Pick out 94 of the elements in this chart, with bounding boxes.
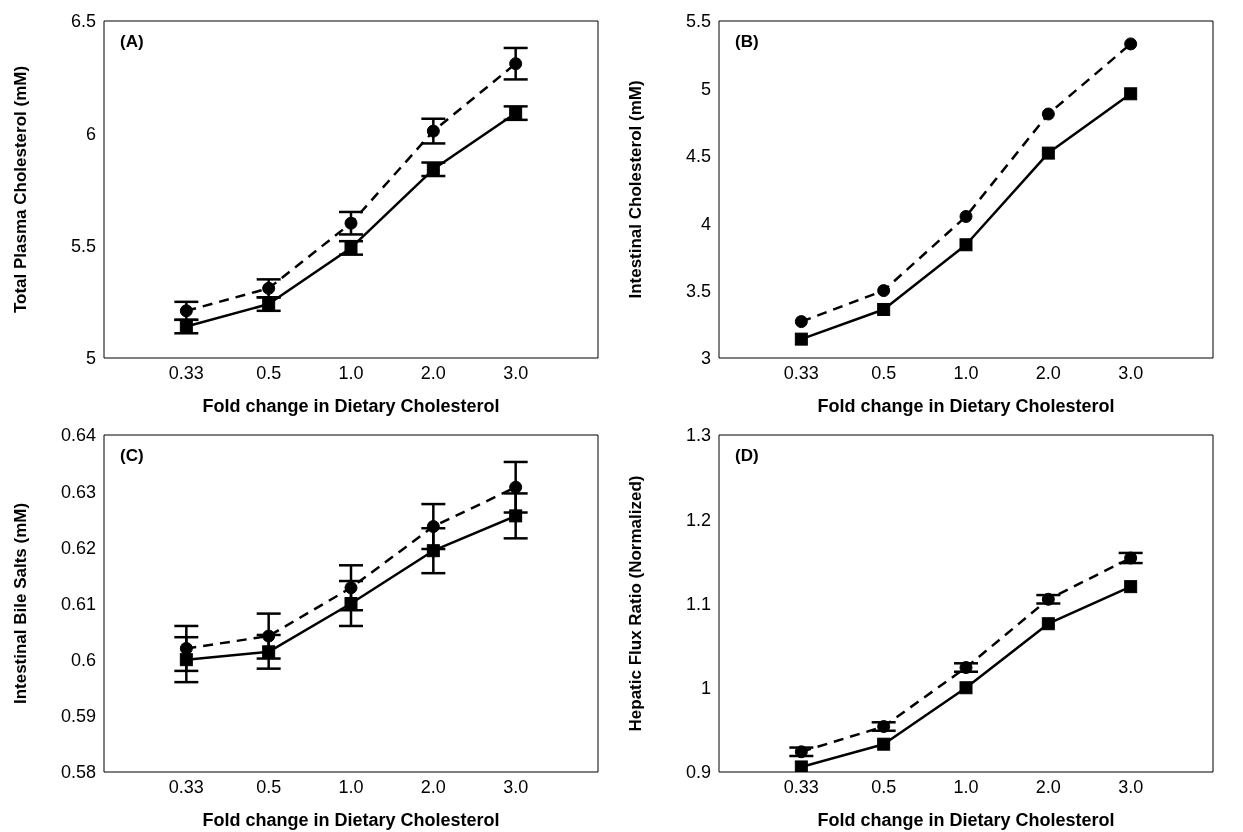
- x-tick-label: 0.33: [783, 776, 819, 797]
- x-tick-label: 2.0: [1035, 776, 1061, 797]
- y-tick-label: 3: [700, 348, 711, 369]
- point: [877, 720, 891, 734]
- point: [262, 297, 276, 311]
- y-tick-label: 1.2: [685, 509, 711, 530]
- x-tick-label: 2.0: [1035, 362, 1061, 383]
- y-tick-label: 0.61: [60, 593, 96, 614]
- y-tick-label: 4: [700, 213, 711, 234]
- x-tick-label: 3.0: [503, 776, 529, 797]
- text: (A): [120, 32, 144, 52]
- point: [1124, 551, 1138, 565]
- point: [179, 641, 193, 655]
- point: [959, 681, 973, 695]
- point: [1124, 87, 1138, 101]
- y-tick-label: 0.64: [60, 425, 96, 446]
- x-tick-label: 0.5: [871, 362, 897, 383]
- point: [1041, 617, 1055, 631]
- point: [262, 281, 276, 295]
- point: [877, 737, 891, 751]
- x-tick-label: 0.33: [783, 362, 819, 383]
- y-tick-label: 1.1: [685, 593, 711, 614]
- point: [877, 284, 891, 298]
- point: [1124, 580, 1138, 594]
- x-axis-title: Fold change in Dietary Cholesterol: [202, 396, 500, 416]
- point: [509, 57, 523, 71]
- point: [262, 629, 276, 643]
- point: [344, 241, 358, 255]
- x-tick-label: 1.0: [953, 776, 979, 797]
- point: [426, 162, 440, 176]
- point: [179, 653, 193, 667]
- y-tick-label: 5.5: [685, 11, 711, 32]
- y-tick-label: 0.6: [70, 650, 96, 671]
- point: [959, 661, 973, 675]
- y-tick-label: 0.62: [60, 537, 96, 558]
- y-tick-label: 5: [85, 348, 96, 369]
- y-tick-label: 4.5: [685, 146, 711, 167]
- point: [794, 332, 808, 346]
- point: [344, 597, 358, 610]
- x-tick-label: 0.5: [256, 362, 282, 383]
- point: [1124, 37, 1138, 51]
- x-tick-label: 1.0: [338, 362, 364, 383]
- point: [426, 544, 440, 558]
- point: [509, 509, 523, 523]
- y-tick-label: 3.5: [685, 280, 711, 301]
- point: [1041, 107, 1055, 121]
- x-axis-title: Fold change in Dietary Cholesterol: [817, 810, 1115, 830]
- x-tick-label: 2.0: [420, 776, 446, 797]
- y-tick-label: 1.3: [685, 425, 711, 446]
- x-tick-label: 0.5: [871, 776, 897, 797]
- y-tick-label: 0.63: [60, 481, 96, 502]
- x-tick-label: 2.0: [420, 362, 446, 383]
- point: [344, 581, 358, 595]
- text: (C): [120, 446, 144, 466]
- point: [509, 106, 523, 120]
- y-axis-title: Intestinal Cholesterol (mM): [626, 80, 646, 299]
- point: [179, 320, 193, 334]
- y-tick-label: 0.9: [685, 762, 711, 783]
- point: [1041, 592, 1055, 606]
- x-axis-title: Fold change in Dietary Cholesterol: [817, 396, 1115, 416]
- x-tick-label: 3.0: [503, 362, 529, 383]
- x-axis-title: Fold change in Dietary Cholesterol: [202, 810, 500, 830]
- point: [794, 760, 808, 772]
- point: [959, 209, 973, 223]
- x-tick-label: 1.0: [338, 776, 364, 797]
- x-tick-label: 1.0: [953, 362, 979, 383]
- y-tick-label: 5.5: [70, 236, 96, 257]
- y-tick-label: 1: [700, 678, 711, 699]
- point: [426, 520, 440, 534]
- x-tick-label: 0.33: [168, 776, 204, 797]
- text: (D): [735, 446, 759, 466]
- point: [794, 315, 808, 329]
- y-tick-label: 5: [700, 78, 711, 99]
- point: [959, 238, 973, 252]
- point: [509, 480, 523, 494]
- y-tick-label: 0.58: [60, 762, 96, 783]
- point: [1041, 146, 1055, 160]
- x-tick-label: 0.5: [256, 776, 282, 797]
- point: [426, 124, 440, 138]
- text: (B): [735, 32, 759, 52]
- x-tick-label: 3.0: [1118, 776, 1144, 797]
- point: [179, 304, 193, 318]
- point: [262, 645, 276, 659]
- y-tick-label: 6.5: [70, 11, 96, 32]
- y-axis-title: Total Plasma Cholesterol (mM): [11, 65, 31, 314]
- y-axis-title: Intestinal Bile Salts (mM): [11, 502, 31, 705]
- x-tick-label: 0.33: [168, 362, 204, 383]
- y-axis-title: Hepatic Flux Ratio (Normalized): [626, 475, 646, 732]
- y-tick-label: 6: [85, 123, 96, 144]
- point: [344, 216, 358, 230]
- y-tick-label: 0.59: [60, 706, 96, 727]
- point: [794, 745, 808, 759]
- x-tick-label: 3.0: [1118, 362, 1144, 383]
- point: [877, 302, 891, 316]
